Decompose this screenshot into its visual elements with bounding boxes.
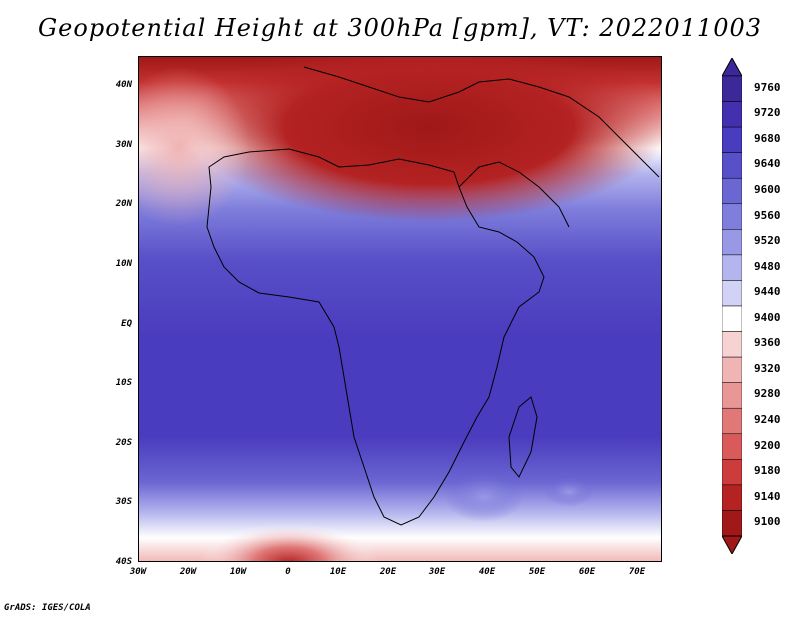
colorbar-label: 9140 [754,489,781,503]
lat-label: 20N [115,199,132,209]
lon-label: 0 [285,567,291,577]
colorbar-label: 9520 [754,234,781,248]
colorbar-swatch [722,101,742,128]
colorbar-swatch [722,177,742,205]
colorbar-swatch [722,280,742,307]
lon-label: 30E [428,567,446,577]
colorbar-label: 9680 [754,131,781,145]
west-ridge-region [139,67,249,227]
colorbar-label: 9720 [754,106,781,120]
colorbar-swatch [722,433,742,460]
colorbar-label: 9280 [754,387,781,401]
colorbar-swatch [722,229,742,256]
height-field-map [139,57,661,561]
south-ridge-region [199,523,379,561]
colorbar-label: 9200 [754,438,781,452]
colorbar-label: 9480 [754,259,781,273]
lat-label: 10S [115,378,132,388]
colorbar-swatch [722,484,742,511]
subtropical-high-2 [544,477,594,507]
colorbar-label: 9400 [754,310,781,324]
colorbar-swatch [722,382,742,409]
lat-label: 10N [115,259,132,269]
lon-label: 10E [329,567,347,577]
lat-label: EQ [121,319,132,329]
lon-label: 20W [179,567,197,577]
colorbar-swatch [722,407,742,435]
colorbar-swatch [722,203,742,230]
subtropical-high-1 [444,472,524,522]
lon-label: 20E [379,567,397,577]
colorbar-label: 9320 [754,361,781,375]
colorbar-label: 9100 [754,515,781,529]
lat-label: 40S [115,557,132,567]
lon-label: 40E [478,567,496,577]
colorbar-swatches [722,58,742,554]
footer-credit: GrADS: IGES/COLA [4,603,91,613]
lon-label: 60E [578,567,596,577]
colorbar-label: 9600 [754,183,781,196]
colorbar-top-arrow [722,58,742,77]
lon-label: 30W [129,567,147,577]
colorbar-label: 9440 [754,285,781,299]
map-plot-area [138,56,662,562]
lat-label: 30N [115,140,132,150]
colorbar-label: 9640 [754,157,781,171]
colorbar-label: 9360 [754,336,781,350]
map-title: Geopotential Height at 300hPa [gpm], VT:… [38,14,762,42]
africa-coastline [206,66,660,526]
lat-label: 20S [115,438,132,448]
colorbar-swatch [722,459,742,486]
colorbar-swatch [722,510,742,537]
colorbar-swatch [722,254,742,281]
colorbar-swatch [722,356,742,383]
colorbar-bottom-arrow [722,535,742,554]
colorbar-swatch [722,126,742,153]
colorbar-swatch [722,331,742,358]
lat-label: 40N [115,80,132,90]
lon-label: 70E [628,567,646,577]
colorbar-label: 9760 [754,80,781,94]
lat-label: 30S [115,497,132,507]
colorbar-swatch [722,152,742,179]
colorbar-label: 9240 [754,413,781,426]
lon-label: 50E [528,567,546,577]
colorbar-swatch [722,75,742,102]
colorbar-label: 9180 [754,464,781,478]
north-high-region [189,57,661,222]
colorbar-label: 9560 [754,208,781,222]
lon-label: 10W [229,567,247,577]
colorbar-swatch [722,305,742,332]
